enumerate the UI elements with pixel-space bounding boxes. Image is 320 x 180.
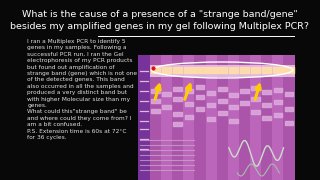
Bar (284, 55, 294, 180)
Text: besides my amplified genes in my gel following Multiplex PCR?: besides my amplified genes in my gel fol… (11, 22, 309, 31)
Text: What is the cause of a presence of a "strange band/gene": What is the cause of a presence of a "st… (22, 10, 298, 19)
Bar (217, 55, 228, 180)
Bar (228, 55, 239, 180)
Bar (150, 65, 294, 77)
Bar (183, 55, 195, 180)
Bar (272, 55, 284, 180)
Bar (205, 55, 217, 180)
Bar (150, 55, 161, 180)
Bar (172, 55, 183, 180)
Bar (239, 55, 250, 180)
Text: I ran a Multiplex PCR to identify 5
genes in my samples. Following a
successful : I ran a Multiplex PCR to identify 5 gene… (27, 39, 137, 140)
Bar (161, 55, 172, 180)
Bar (195, 55, 205, 180)
Bar (138, 55, 150, 180)
Bar (261, 55, 272, 180)
Bar (138, 55, 294, 180)
Bar (250, 55, 261, 180)
